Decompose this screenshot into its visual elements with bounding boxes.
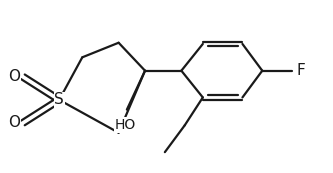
Text: O: O [8, 115, 20, 130]
Text: S: S [54, 92, 64, 107]
Text: HO: HO [115, 118, 136, 132]
Text: F: F [297, 63, 306, 78]
Text: O: O [8, 69, 20, 84]
